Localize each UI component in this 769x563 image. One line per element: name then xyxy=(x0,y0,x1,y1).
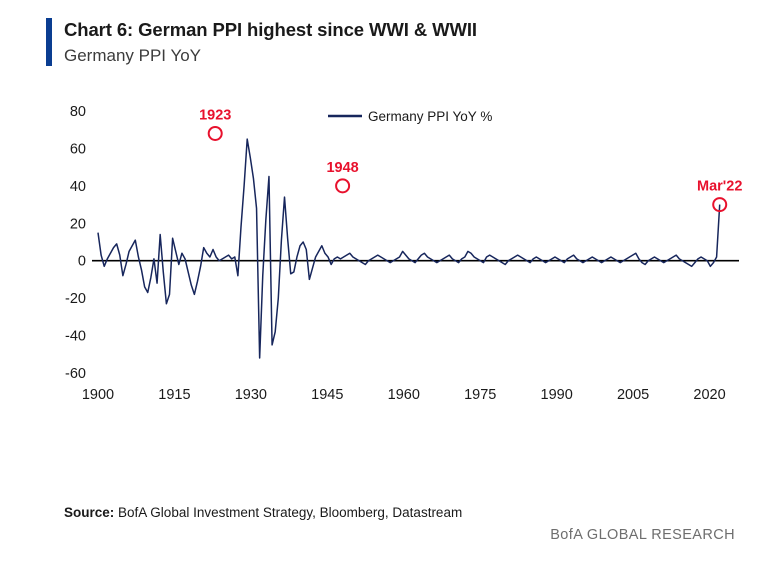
x-tick-1930: 1930 xyxy=(235,387,267,403)
x-tick-2005: 2005 xyxy=(617,387,649,403)
y-tick-0: 0 xyxy=(78,254,86,270)
x-tick-1915: 1915 xyxy=(158,387,190,403)
y-axis-tick-labels: -60 -40 -20 0 20 40 60 80 xyxy=(65,104,86,382)
chart-subtitle: Germany PPI YoY xyxy=(64,46,202,65)
y-tick-60: 60 xyxy=(70,141,86,157)
y-tick--40: -40 xyxy=(65,329,86,345)
x-tick-1900: 1900 xyxy=(82,387,114,403)
x-tick-1945: 1945 xyxy=(311,387,343,403)
annotation-label-1948: 1948 xyxy=(326,160,358,176)
series-line-germany-ppi xyxy=(97,138,721,359)
y-tick--20: -20 xyxy=(65,291,86,307)
annotation-label-Mar22: Mar'22 xyxy=(697,179,742,195)
y-tick-20: 20 xyxy=(70,216,86,232)
x-tick-2020: 2020 xyxy=(693,387,725,403)
chart-legend: Germany PPI YoY % xyxy=(328,109,492,124)
annotation-group: 1923 1948 Mar'22 xyxy=(199,107,742,213)
annotation-label-1923: 1923 xyxy=(199,107,231,123)
title-block: Chart 6: German PPI highest since WWI & … xyxy=(64,18,477,67)
y-tick-40: 40 xyxy=(70,179,86,195)
legend-label-germany-ppi: Germany PPI YoY % xyxy=(368,109,492,124)
x-tick-1960: 1960 xyxy=(388,387,420,403)
chart-header: Chart 6: German PPI highest since WWI & … xyxy=(46,18,477,67)
y-tick-80: 80 xyxy=(70,104,86,120)
accent-bar xyxy=(46,18,52,66)
annotation-marker-1948 xyxy=(335,178,351,194)
source-label: Source: xyxy=(64,505,115,520)
footer-brand: BofA GLOBAL RESEARCH xyxy=(550,527,735,543)
x-axis-tick-labels: 1900 1915 1930 1945 1960 1975 1990 2005 2020 xyxy=(82,387,726,403)
chart-title: Chart 6: German PPI highest since WWI & … xyxy=(64,19,477,40)
source-text: BofA Global Investment Strategy, Bloombe… xyxy=(118,505,463,520)
y-tick--60: -60 xyxy=(65,366,86,382)
annotation-marker-1923 xyxy=(207,125,223,141)
x-tick-1990: 1990 xyxy=(541,387,573,403)
source-note: Source: BofA Global Investment Strategy,… xyxy=(64,505,462,520)
chart-plot-area: -60 -40 -20 0 20 40 60 80 1900 1915 1930 1945 1960 1… xyxy=(0,86,769,486)
annotation-marker-Mar22 xyxy=(712,197,728,213)
x-tick-1975: 1975 xyxy=(464,387,496,403)
